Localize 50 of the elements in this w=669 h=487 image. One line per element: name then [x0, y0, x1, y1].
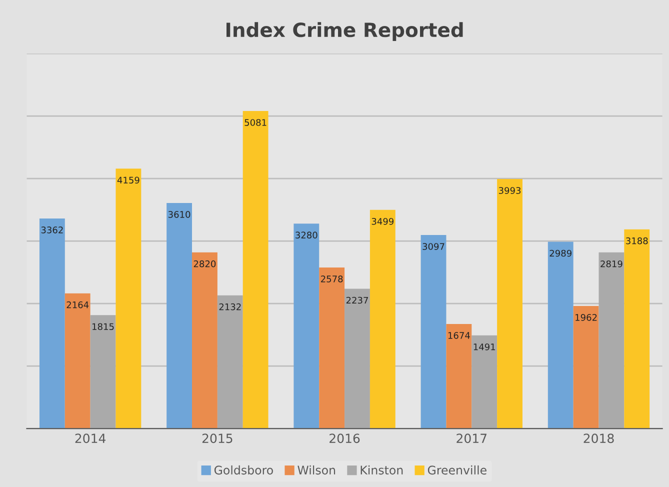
legend-label: Wilson	[298, 465, 336, 475]
bar	[446, 324, 472, 429]
x-tick-label: 2018	[584, 434, 614, 444]
bar	[39, 218, 65, 429]
x-tick-label: 2015	[202, 434, 232, 444]
data-label: 3188	[626, 237, 648, 244]
bar	[573, 306, 599, 429]
data-label: 3362	[41, 226, 63, 234]
bar	[344, 288, 370, 429]
data-label: 2578	[321, 276, 343, 282]
bar	[497, 179, 522, 429]
data-label: 3993	[498, 187, 521, 194]
data-label: 1674	[448, 332, 470, 339]
bar	[370, 210, 396, 429]
bar	[420, 235, 446, 429]
data-label: 5081	[244, 119, 266, 126]
legend-label: Kinston	[360, 465, 403, 475]
legend-label: Greenville	[428, 465, 486, 475]
data-label: 2819	[600, 260, 622, 268]
data-label: 3499	[372, 218, 394, 225]
bar	[166, 202, 192, 429]
bar	[217, 295, 243, 429]
bar	[90, 315, 116, 429]
data-label: 2132	[219, 303, 241, 310]
data-label: 1815	[92, 323, 114, 330]
x-tick-label: 2016	[330, 434, 360, 444]
bar	[548, 242, 574, 429]
bar	[64, 293, 90, 429]
data-label: 2989	[550, 250, 572, 257]
data-label: 2164	[66, 301, 89, 308]
data-label: 2820	[194, 260, 216, 268]
data-label: 4159	[117, 176, 140, 184]
bar	[116, 168, 142, 429]
bar	[294, 224, 320, 429]
x-tick-label: 2017	[456, 434, 486, 444]
x-tick-label: 2014	[75, 434, 106, 444]
data-label: 3280	[296, 232, 318, 238]
data-label: 1962	[576, 314, 597, 321]
data-label: 3097	[422, 243, 444, 250]
bar	[598, 252, 624, 429]
data-label: 1491	[474, 343, 496, 350]
bar	[242, 111, 268, 429]
bar	[472, 335, 498, 429]
bar	[319, 267, 345, 429]
chart-title: Index Crime Reported	[226, 22, 463, 41]
bar	[192, 252, 218, 429]
legend-label: Goldsboro	[214, 465, 273, 475]
data-label: 3610	[168, 211, 190, 218]
data-label: 2237	[346, 296, 368, 304]
bar	[624, 229, 650, 429]
